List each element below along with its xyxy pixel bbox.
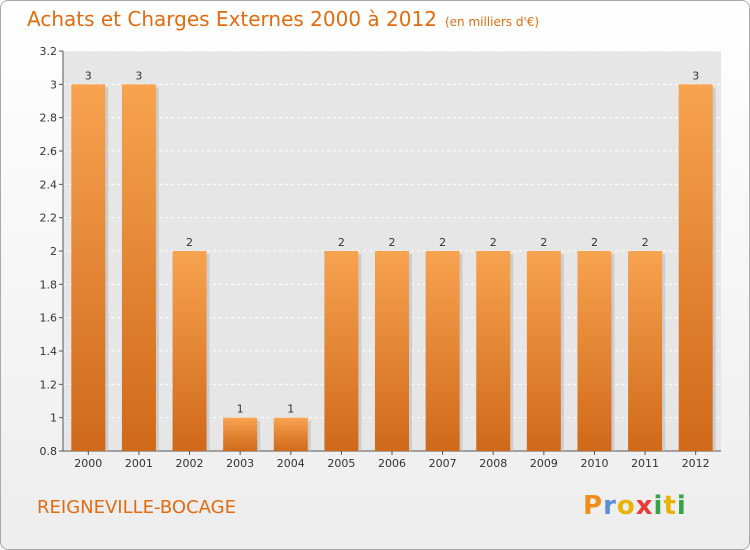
y-tick-label: 2.8 [40, 112, 58, 125]
y-tick-label: 3.2 [40, 45, 58, 58]
bar [375, 251, 409, 451]
x-tick-label: 2005 [327, 457, 355, 470]
chart-title-block: Achats et Charges Externes 2000 à 2012 (e… [27, 7, 539, 31]
data-label: 2 [389, 236, 396, 249]
x-tick-label: 2006 [378, 457, 406, 470]
data-label: 3 [135, 69, 142, 82]
data-label: 2 [591, 236, 598, 249]
bar [273, 417, 308, 451]
x-tick-label: 2012 [682, 457, 710, 470]
x-tick-label: 2011 [631, 457, 659, 470]
y-tick-label: 1 [50, 412, 57, 425]
y-tick-label: 1.6 [40, 312, 58, 325]
y-tick-label: 2 [50, 245, 57, 258]
y-tick-label: 1.4 [40, 345, 58, 358]
bar [476, 251, 511, 451]
y-tick-label: 2.2 [40, 212, 58, 225]
x-tick-label: 2003 [226, 457, 254, 470]
bar [425, 251, 460, 451]
logo-letter: r [603, 491, 617, 521]
x-tick-label: 2008 [479, 457, 507, 470]
data-label: 1 [287, 403, 294, 416]
proxiti-logo: Proxiti [583, 491, 687, 521]
y-tick-label: 3 [50, 78, 57, 91]
data-label: 2 [540, 236, 547, 249]
x-tick-label: 2001 [125, 457, 153, 470]
bar [526, 251, 561, 451]
y-tick-label: 1.2 [40, 378, 58, 391]
bar [577, 251, 612, 451]
data-label: 2 [642, 236, 649, 249]
chart-title: Achats et Charges Externes 2000 à 2012 [27, 7, 437, 31]
y-tick-label: 2.4 [40, 178, 58, 191]
data-label: 2 [338, 236, 345, 249]
x-tick-label: 2002 [176, 457, 204, 470]
logo-letter: o [616, 491, 636, 521]
y-tick-label: 2.6 [40, 145, 58, 158]
bar [324, 251, 359, 451]
data-label: 1 [237, 403, 244, 416]
bar [628, 251, 663, 451]
x-tick-label: 2000 [74, 457, 102, 470]
x-tick-label: 2004 [277, 457, 305, 470]
data-label: 2 [439, 236, 446, 249]
x-tick-label: 2007 [429, 457, 457, 470]
logo-letter: t [663, 491, 677, 521]
logo-letter: P [583, 491, 604, 521]
data-label: 3 [85, 69, 92, 82]
bar [71, 84, 106, 451]
data-label: 3 [692, 69, 699, 82]
data-label: 2 [490, 236, 497, 249]
y-tick-label: 0.8 [40, 445, 58, 458]
logo-letter: i [676, 491, 687, 521]
place-name: REIGNEVILLE-BOCAGE [37, 497, 236, 518]
data-label: 2 [186, 236, 193, 249]
x-tick-label: 2009 [530, 457, 558, 470]
bar [172, 251, 207, 451]
y-tick-label: 1.8 [40, 278, 58, 291]
logo-letter: i [653, 491, 664, 521]
bar [121, 84, 156, 451]
logo-letter: x [635, 491, 654, 521]
bar [223, 417, 258, 451]
chart-subtitle: (en milliers d'€) [444, 15, 540, 29]
x-tick-label: 2010 [580, 457, 608, 470]
bar [678, 84, 713, 451]
